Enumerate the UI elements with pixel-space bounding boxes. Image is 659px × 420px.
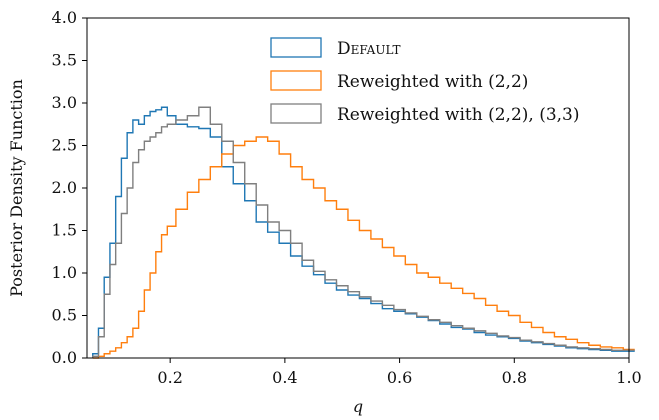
x-tick-label: 0.2 [157,368,182,387]
legend-label-reweighted-22: Reweighted with (2,2) [337,72,528,92]
y-tick-label: 0.5 [52,306,77,325]
x-axis-title: q [353,397,363,416]
legend-label-default: Default [337,39,400,59]
legend: Default Reweighted with (2,2) Reweighted… [270,37,580,125]
y-tick-label: 3.0 [52,93,77,112]
x-tick-label: 0.4 [272,368,297,387]
y-tick-label: 2.0 [52,178,77,197]
y-tick-label: 0.0 [52,348,77,367]
y-tick-label: 3.5 [52,51,77,70]
series-line-reweighted-with-2-2 [92,136,635,359]
y-tick-label: 2.5 [52,136,77,155]
series-line-default [92,106,635,358]
y-axis-title: Posterior Density Function [7,79,26,297]
legend-swatch-reweighted-22-33 [270,103,322,124]
y-tick-label: 4.0 [52,8,77,27]
x-axis: 0.2 0.4 0.6 0.8 1.0 [157,358,642,387]
y-tick-label: 1.5 [52,221,77,240]
legend-swatch-reweighted-22 [270,70,322,91]
x-tick-label: 0.8 [502,368,527,387]
legend-label-reweighted-22-33: Reweighted with (2,2), (3,3) [337,105,580,125]
series-layer [92,106,635,359]
x-tick-label: 0.6 [387,368,412,387]
y-axis: 0.0 0.5 1.0 1.5 2.0 2.5 3.0 3.5 4.0 [52,8,87,367]
series-line-reweighted-with-2-2-3-3 [92,106,635,358]
y-tick-label: 1.0 [52,263,77,282]
legend-swatch-default [270,37,322,58]
plot-frame [86,17,630,359]
x-tick-label: 1.0 [616,368,641,387]
